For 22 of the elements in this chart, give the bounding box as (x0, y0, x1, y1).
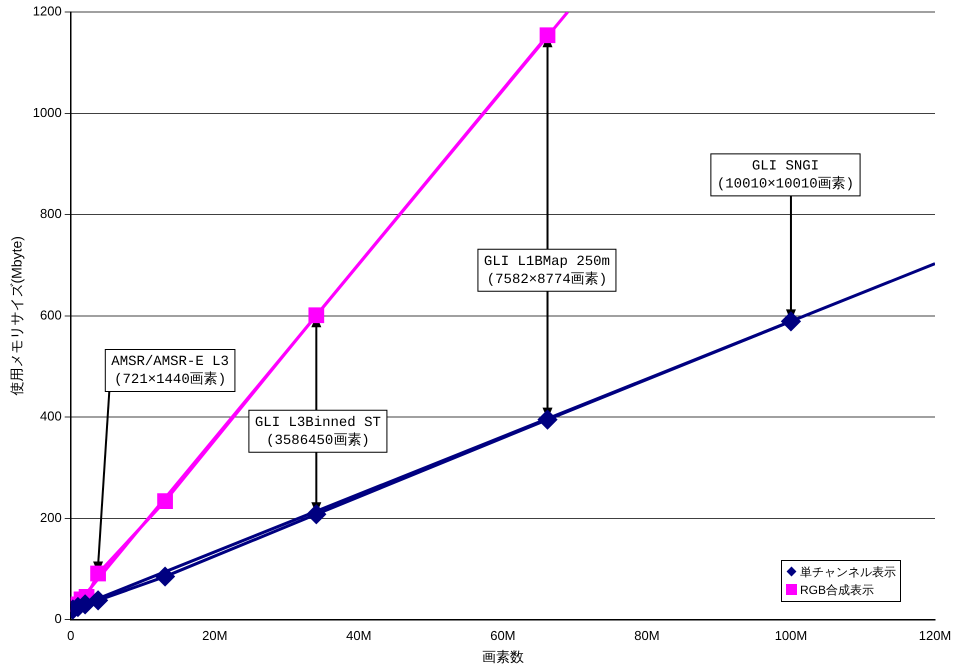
x-tick-label: 40M (346, 628, 372, 643)
y-tick-label: 600 (40, 307, 62, 322)
y-tick-label: 400 (40, 408, 62, 424)
x-tick-label: 80M (634, 628, 660, 643)
y-tick-label: 200 (40, 510, 62, 525)
legend-label: RGB合成表示 (800, 582, 874, 599)
annotation: GLI SNGI (10010×10010画素) (716, 158, 854, 193)
y-tick-label: 0 (54, 611, 62, 626)
legend-label: 単チャンネル表示 (800, 564, 896, 581)
x-tick-label: 100M (774, 628, 808, 643)
y-tick-label: 800 (40, 206, 62, 222)
annotation: GLI L3Binned ST (3586450画素) (254, 414, 381, 449)
x-tick-label: 20M (202, 628, 228, 643)
y-axis-title: 使用メモリサイズ(Mbyte) (8, 236, 24, 396)
x-axis-title: 画素数 (482, 648, 524, 664)
x-tick-label: 60M (490, 628, 516, 643)
x-tick-label: 0 (67, 628, 74, 643)
annotation: GLI L1BMap 250m (7582×8774画素) (484, 254, 610, 288)
y-tick-label: 1200 (32, 4, 62, 19)
x-tick-label: 120M (918, 628, 952, 643)
annotation: AMSR/AMSR-E L3 (721×1440画素) (111, 354, 229, 388)
y-tick-label: 1000 (32, 104, 62, 120)
